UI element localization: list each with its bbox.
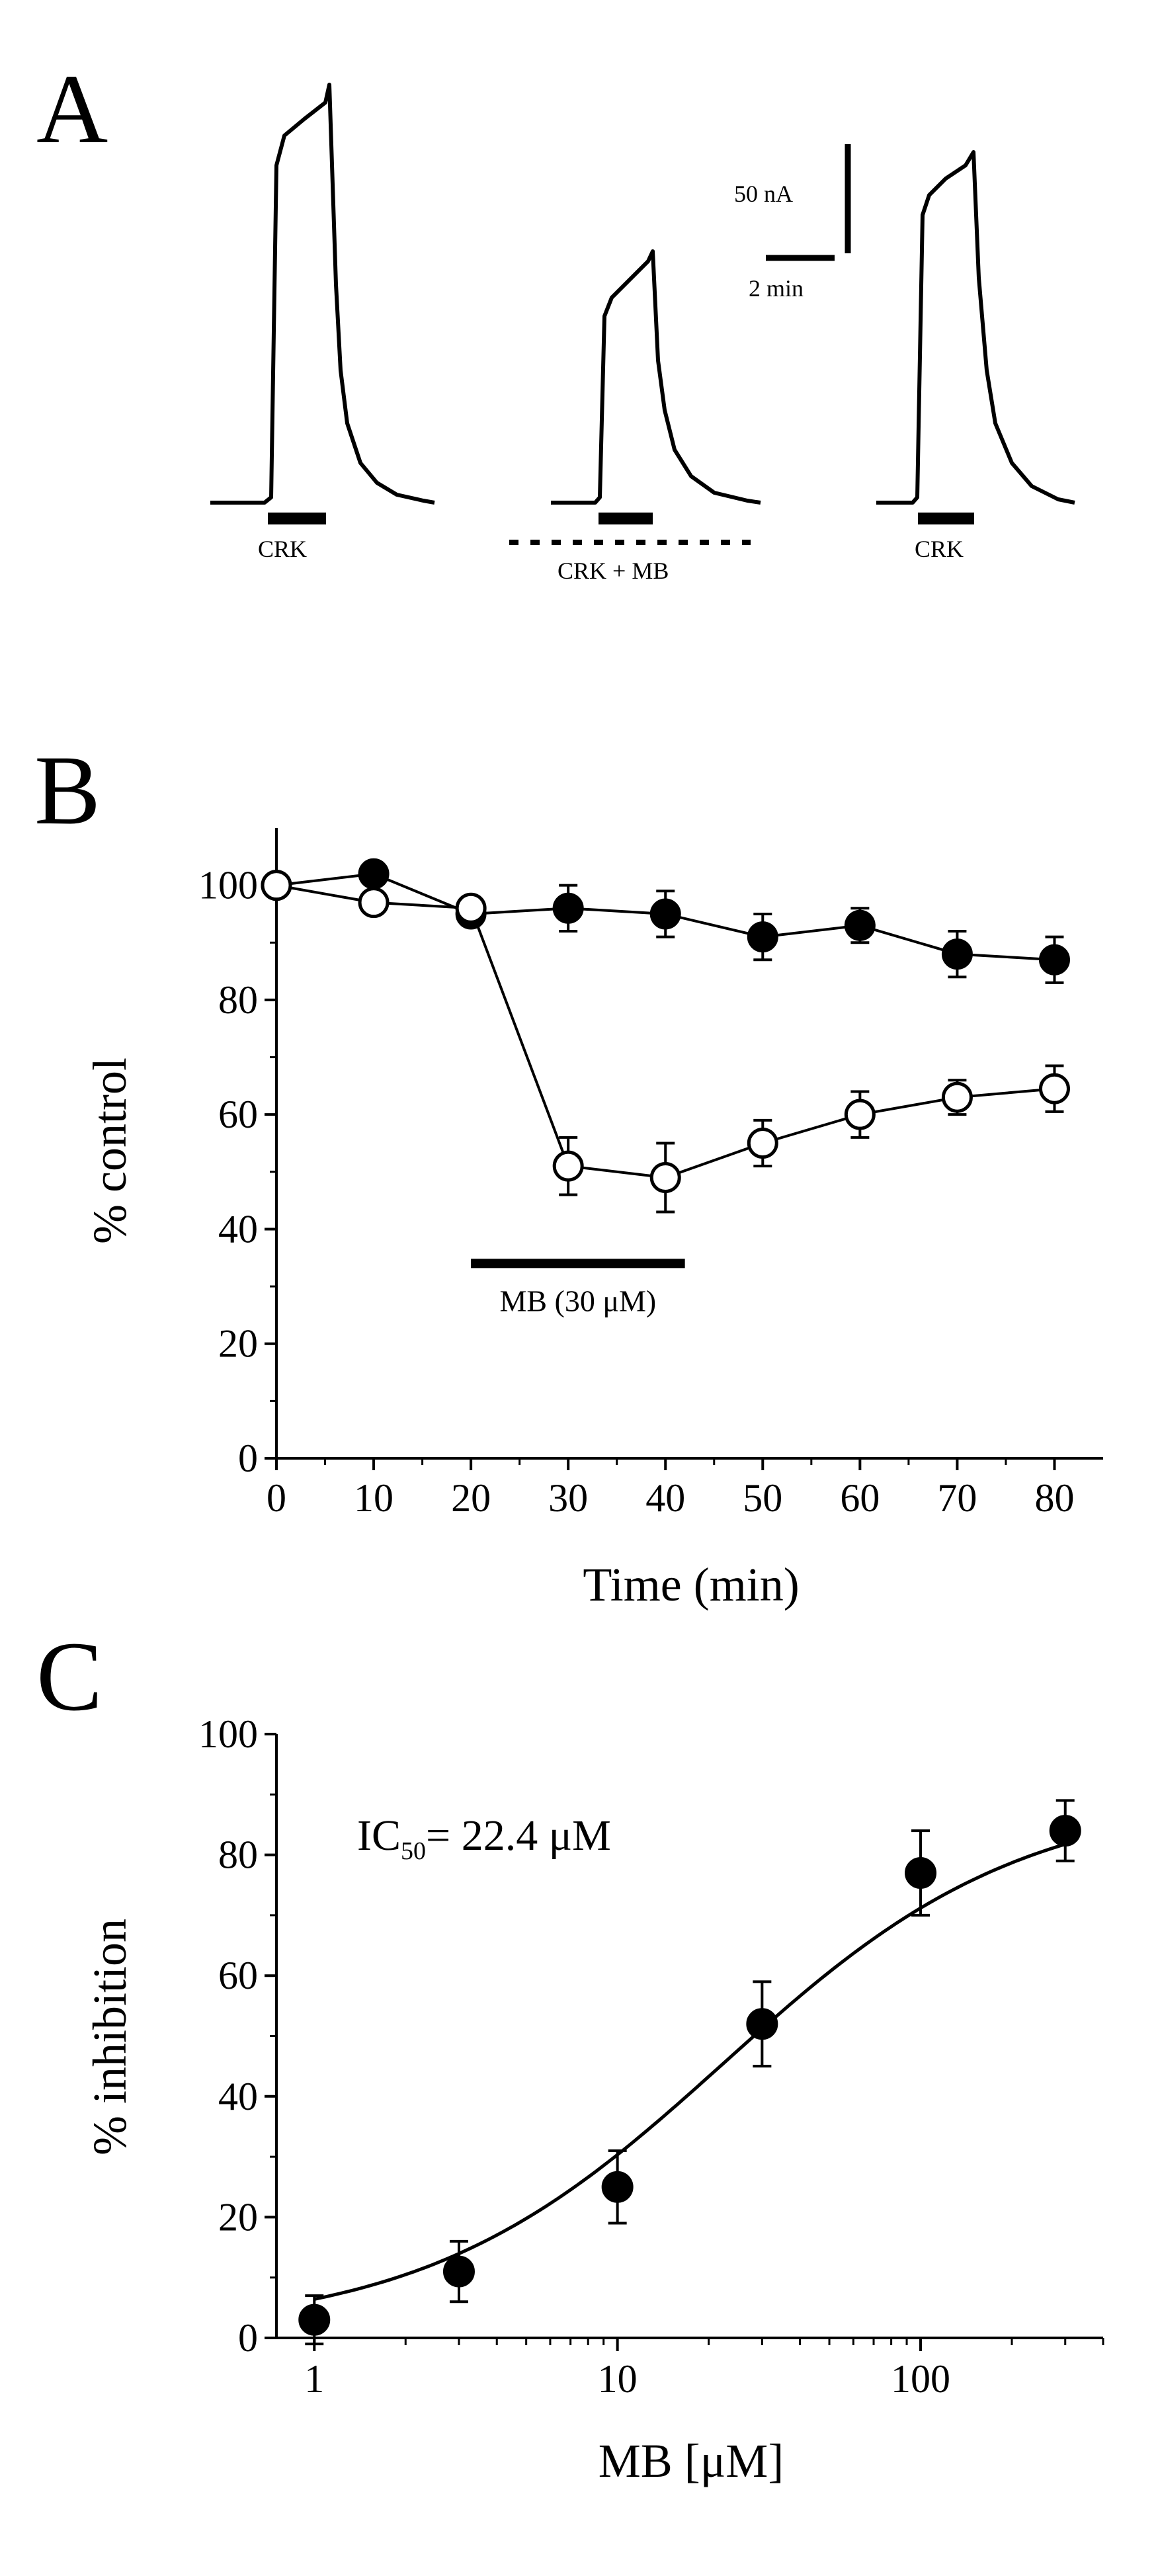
data-point-MB <box>455 892 487 924</box>
scale-bar-time-label: 2 min <box>749 275 804 302</box>
y-tick-label: 60 <box>218 1093 258 1136</box>
x-tick-label: 50 <box>743 1476 782 1520</box>
ic50-value: = 22.4 μM <box>426 1811 611 1860</box>
data-point-MB <box>358 887 390 919</box>
mb-application-label: MB (30 μM) <box>499 1284 656 1317</box>
data-point-control <box>1038 944 1070 976</box>
dose-point <box>601 2149 634 2225</box>
trace-1-current <box>210 83 435 505</box>
y-tick-label: 0 <box>238 2316 258 2360</box>
series-control <box>261 858 1070 984</box>
y-tick-label: 20 <box>218 1322 258 1366</box>
x-tick-label: 10 <box>354 1476 393 1520</box>
x-tick-label: 0 <box>267 1476 286 1520</box>
trace-3-label: CRK <box>915 536 964 562</box>
panel-c-letter: C <box>36 1622 103 1731</box>
ic50-prefix: IC <box>357 1811 401 1860</box>
data-point <box>905 1856 937 1889</box>
x-tick-label: 1 <box>304 2357 324 2401</box>
data-point-control <box>941 938 973 970</box>
data-point-MB <box>941 1081 973 1113</box>
trace-3-current <box>876 150 1075 505</box>
trace-2-application-bar <box>599 513 653 524</box>
panel-b: B 0 10 20 30 40 50 60 70 80 0 20 40 60 80 100 MB (30 μ… <box>34 735 1103 1611</box>
data-point-control <box>358 858 390 890</box>
data-point <box>298 2304 331 2336</box>
y-tick-label: 40 <box>218 2075 258 2118</box>
y-tick-label: 80 <box>218 1833 258 1877</box>
panel-b-y-label: % control <box>83 1058 136 1244</box>
data-point-control <box>747 921 778 953</box>
scale-bar: 50 nA 2 min <box>734 144 851 302</box>
trace-2-label: CRK + MB <box>558 558 669 584</box>
x-tick-label: 60 <box>840 1476 880 1520</box>
panel-c-x-label: MB [μM] <box>599 2434 784 2487</box>
data-point-MB <box>552 1150 584 1182</box>
panel-b-annotation: MB (30 μM) <box>471 1259 685 1317</box>
y-tick-label: 100 <box>198 864 258 907</box>
trace-1-label: CRK <box>258 536 307 562</box>
panel-c: C 1 10 100 0 20 40 60 80 100 IC50= 22.4 μM MB [μ… <box>36 1622 1104 2487</box>
x-tick-label: 80 <box>1034 1476 1074 1520</box>
panel-b-ticks <box>265 884 1056 1470</box>
dose-point <box>746 1980 778 2068</box>
panel-c-y-label: % inhibition <box>83 1919 136 2155</box>
data-point-control <box>844 909 876 941</box>
data-point <box>746 2008 778 2040</box>
dose-point <box>442 2239 475 2304</box>
data-point <box>1049 1815 1081 1847</box>
series-MB <box>261 870 1070 1214</box>
data-point-MB <box>261 870 292 901</box>
panel-b-series <box>261 858 1070 1214</box>
x-tick-label: 10 <box>598 2357 638 2401</box>
data-point-MB <box>844 1099 876 1130</box>
panel-b-x-label: Time (min) <box>583 1558 799 1611</box>
data-point-MB <box>747 1128 778 1159</box>
y-tick-label: 60 <box>218 1954 258 1997</box>
panel-c-tick-labels: 1 10 100 0 20 40 60 80 100 <box>198 1712 950 2401</box>
trace-1: CRK <box>210 83 435 562</box>
panel-c-ticks <box>265 1733 1104 2351</box>
x-tick-label: 30 <box>548 1476 588 1520</box>
trace-2: CRK + MB <box>509 249 761 584</box>
trace-3-application-bar <box>918 513 974 524</box>
data-point-MB <box>649 1161 681 1193</box>
y-tick-label: 40 <box>218 1207 258 1251</box>
y-tick-label: 20 <box>218 2195 258 2239</box>
y-tick-label: 100 <box>198 1712 258 1756</box>
y-tick-label: 0 <box>238 1436 258 1480</box>
x-tick-label: 70 <box>937 1476 977 1520</box>
trace-1-application-bar <box>268 513 326 524</box>
x-tick-label: 40 <box>645 1476 685 1520</box>
trace-2-current <box>551 249 761 505</box>
dose-point <box>905 1829 937 1917</box>
data-point-MB <box>1038 1073 1070 1104</box>
panel-a-letter: A <box>36 54 108 164</box>
hill-fit-curve <box>313 1843 1066 2301</box>
x-tick-label: 20 <box>451 1476 491 1520</box>
panel-b-letter: B <box>34 735 101 845</box>
ic50-subscript: 50 <box>401 1837 426 1865</box>
data-point-control <box>649 898 681 930</box>
panel-c-points <box>298 1799 1081 2346</box>
scale-bar-current-label: 50 nA <box>734 181 793 207</box>
data-point <box>601 2171 634 2203</box>
panel-a: A CRK CRK + MB CRK 50 nA 2 min <box>36 54 1075 584</box>
dose-point <box>1049 1799 1081 1862</box>
y-tick-label: 80 <box>218 978 258 1022</box>
trace-3: CRK <box>876 150 1075 562</box>
panel-b-tick-labels: 0 10 20 30 40 50 60 70 80 0 20 40 60 80 100 <box>198 864 1074 1520</box>
data-point-control <box>552 892 584 924</box>
x-tick-label: 100 <box>891 2357 950 2401</box>
data-point <box>442 2255 475 2288</box>
ic50-annotation: IC50= 22.4 μM <box>357 1811 611 1865</box>
dose-point <box>298 2294 331 2346</box>
